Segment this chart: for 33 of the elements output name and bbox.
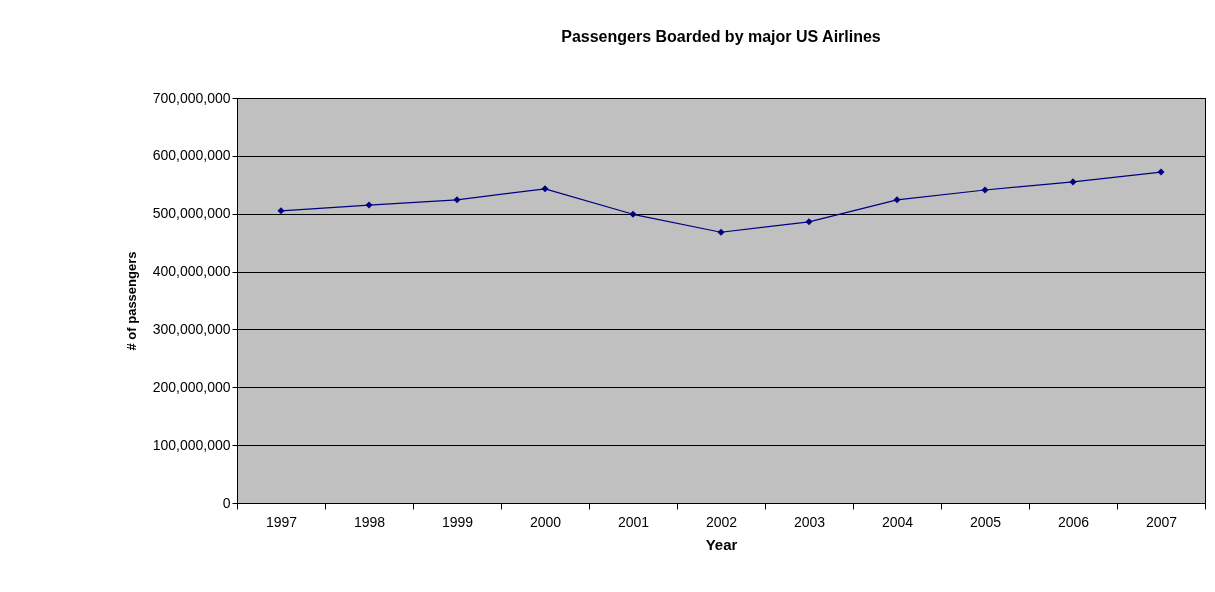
x-tick-label: 2002 [705, 513, 738, 530]
y-tick-label: 700,000,000 [152, 89, 231, 106]
x-tick-label: 2006 [1057, 513, 1090, 530]
y-tick-label: 500,000,000 [152, 205, 231, 222]
y-tick-label: 0 [222, 494, 231, 511]
point [277, 207, 285, 215]
y-axis-title: # of passengers [123, 251, 139, 351]
x-tick-label: 1997 [265, 513, 298, 530]
point [717, 228, 725, 236]
point [1069, 178, 1077, 186]
y-tick-label: 200,000,000 [152, 378, 231, 395]
y-tick-label: 400,000,000 [152, 263, 231, 280]
x-tick-label: 1998 [353, 513, 386, 530]
y-tick-label: 600,000,000 [152, 147, 231, 164]
point [805, 218, 813, 226]
x-tick-label: 2003 [793, 513, 826, 530]
x-tick-label: 2005 [969, 513, 1002, 530]
point [629, 210, 637, 218]
y-tick-label: 100,000,000 [152, 436, 231, 453]
x-tick-label: 1999 [441, 513, 474, 530]
x-axis-title: Year [705, 535, 738, 553]
point [981, 186, 989, 194]
x-tick-label: 2004 [881, 513, 914, 530]
y-tick-label: 300,000,000 [152, 320, 231, 337]
point [541, 185, 549, 193]
x-tick-label: 2001 [617, 513, 650, 530]
point [365, 201, 373, 209]
point [453, 196, 461, 204]
x-tick-label: 2007 [1145, 513, 1178, 530]
point [1157, 168, 1165, 176]
x-tick-label: 2000 [529, 513, 562, 530]
chart-title: Passengers Boarded by major US Airlines [561, 28, 881, 45]
point [893, 196, 901, 204]
